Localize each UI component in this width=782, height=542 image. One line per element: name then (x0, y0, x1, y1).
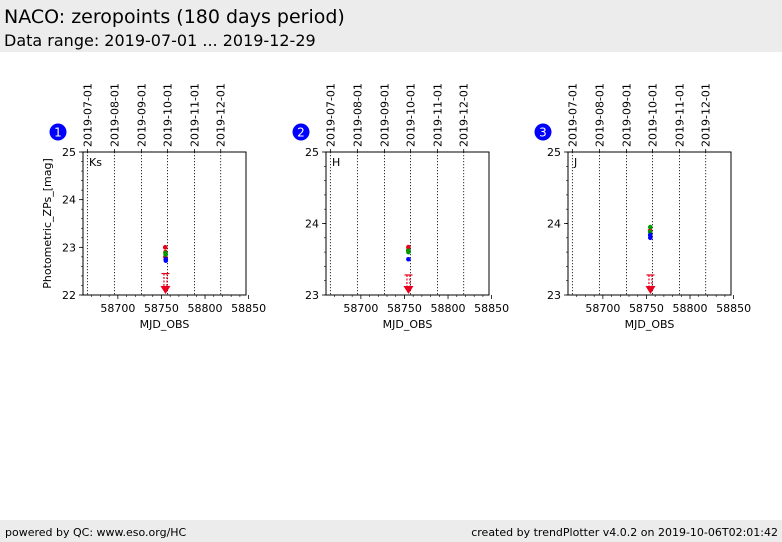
panel-index-label: 1 (54, 126, 62, 140)
x-tick-label: 58750 (387, 302, 422, 315)
y-tick-label: 23 (305, 289, 319, 302)
footer-created-by: created by trendPlotter v4.0.2 on 2019-1… (471, 526, 778, 539)
x-tick-label: 58700 (343, 302, 378, 315)
date-tick-label: 2019-11-01 (674, 83, 687, 147)
date-tick-label: 2019-12-01 (215, 83, 228, 147)
y-tick-label: 23 (547, 289, 561, 302)
data-point-red (162, 245, 168, 250)
data-point-blue (647, 235, 653, 241)
x-tick-label: 58800 (431, 302, 466, 315)
plot-frame (567, 151, 732, 296)
date-tick-label: 2019-10-01 (162, 83, 175, 147)
date-tick-label: 2019-12-01 (700, 83, 713, 147)
page-footer: powered by QC: www.eso.org/HC created by… (0, 520, 782, 542)
panel-index-badge (292, 123, 310, 141)
y-tick-label: 22 (62, 289, 76, 302)
y-tick-label: 24 (547, 218, 561, 231)
data-range-subtitle: Data range: 2019-07-01 ... 2019-12-29 (4, 31, 316, 50)
date-tick-label: 2019-12-01 (458, 83, 471, 147)
y-axis-label: Photometric_ZPs_[mag] (41, 158, 54, 289)
page-title: NACO: zeropoints (180 days period) (4, 6, 345, 28)
date-tick-label: 2019-08-01 (351, 83, 364, 147)
x-tick-label: 58700 (585, 302, 620, 315)
x-tick-label: 58800 (188, 302, 223, 315)
date-tick-label: 2019-07-01 (324, 83, 337, 147)
filter-label: J (573, 156, 577, 169)
data-point-blue (406, 256, 411, 262)
date-tick-label: 2019-08-01 (593, 83, 606, 147)
date-tick-label: 2019-10-01 (647, 83, 660, 147)
y-tick-label: 24 (62, 194, 76, 207)
plot-frame (82, 151, 247, 296)
x-axis-label: MJD_OBS (625, 318, 675, 331)
data-point-green (163, 252, 168, 257)
chart-panel-2: 2019-07-01 2019-08-01 2019-09-01 2019-10-01… (292, 83, 509, 331)
x-tick-label: 58850 (716, 302, 751, 315)
filter-label: H (332, 156, 340, 169)
y-tick-label: 24 (305, 218, 319, 231)
date-tick-label: 2019-10-01 (405, 83, 418, 147)
charts-area: 2019-07-01 2019-08-01 2019-09-01 2019-10-01… (41, 83, 751, 331)
y-tick-label: 25 (305, 146, 319, 159)
panel-index-label: 2 (297, 126, 305, 140)
date-tick-label: 2019-09-01 (135, 83, 148, 147)
x-tick-label: 58750 (144, 302, 179, 315)
x-axis-label: MJD_OBS (140, 318, 190, 331)
x-tick-label: 58700 (100, 302, 135, 315)
x-tick-label: 58750 (629, 302, 664, 315)
date-tick-label: 2019-09-01 (620, 83, 633, 147)
y-tick-label: 25 (547, 146, 561, 159)
date-tick-label: 2019-11-01 (432, 83, 445, 147)
data-point-blue (163, 258, 169, 263)
chart-panel-1: 2019-07-01 2019-08-01 2019-09-01 2019-10-01… (41, 83, 266, 331)
limit-arrow (160, 286, 171, 294)
panel-index-badge (49, 123, 67, 141)
footer-powered-by: powered by QC: www.eso.org/HC (5, 526, 187, 539)
x-tick-label: 58850 (231, 302, 266, 315)
panel-index-label: 3 (539, 126, 547, 140)
date-tick-label: 2019-09-01 (378, 83, 391, 147)
data-point-green (647, 224, 653, 230)
date-tick-label: 2019-08-01 (108, 83, 121, 147)
filter-label: Ks (89, 156, 102, 169)
date-tick-label: 2019-07-01 (566, 83, 579, 147)
date-tick-label: 2019-11-01 (189, 83, 202, 147)
chart-panel-3: 2019-07-01 2019-08-01 2019-09-01 2019-10-01… (534, 83, 751, 331)
panel-index-badge (534, 123, 552, 141)
y-tick-label: 23 (62, 241, 76, 254)
y-tick-label: 25 (62, 146, 76, 159)
data-point-green (406, 249, 411, 255)
page-header: NACO: zeropoints (180 days period) Data … (0, 0, 782, 52)
x-axis-label: MJD_OBS (383, 318, 433, 331)
plot-frame (325, 151, 490, 296)
date-tick-label: 2019-07-01 (81, 83, 94, 147)
limit-arrow (403, 286, 414, 294)
x-tick-label: 58850 (474, 302, 509, 315)
x-tick-label: 58800 (673, 302, 708, 315)
limit-arrow (645, 286, 656, 294)
